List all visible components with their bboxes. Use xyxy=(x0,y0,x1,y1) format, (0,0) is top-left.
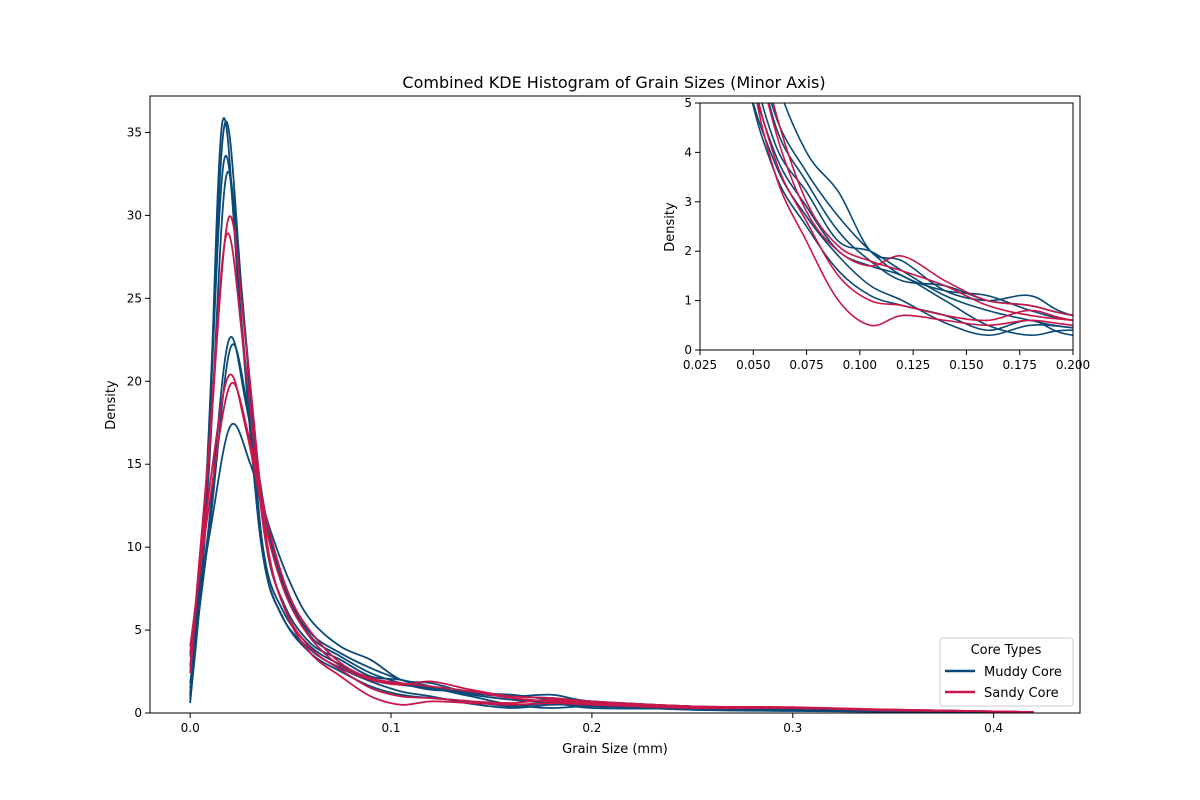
inset-x-tick-label-3: 0.100 xyxy=(843,358,877,372)
x-tick-label-2: 0.2 xyxy=(582,721,601,735)
inset-series-line-4 xyxy=(768,103,1073,317)
y-tick-label-4: 20 xyxy=(127,374,142,388)
legend-box xyxy=(939,637,1074,707)
y-tick-label-6: 30 xyxy=(127,208,142,222)
inset-x-tick-label-5: 0.150 xyxy=(949,358,983,372)
inset-plot-lines xyxy=(751,103,1073,336)
inset-y-tick-label-2: 2 xyxy=(684,244,692,258)
series-line-10 xyxy=(189,381,1034,713)
y-tick-label-3: 15 xyxy=(127,457,142,471)
inset-y-tick-label-5: 5 xyxy=(684,96,692,110)
inset-x-tick-label-6: 0.175 xyxy=(1003,358,1037,372)
inset-x-tick-label-1: 0.050 xyxy=(736,358,770,372)
inset-series-line-8 xyxy=(758,103,1073,322)
x-tick-label-4: 0.4 xyxy=(984,721,1003,735)
inset-x-tick-label-0: 0.025 xyxy=(683,358,717,372)
inset-series-line-9 xyxy=(767,103,1073,317)
inset-series-line-5 xyxy=(770,103,1073,322)
x-axis-label: Grain Size (mm) xyxy=(562,742,668,757)
inset-y-axis-label: Density xyxy=(663,202,678,252)
y-tick-label-2: 10 xyxy=(127,540,142,554)
inset-y-tick-label-4: 4 xyxy=(684,145,692,159)
y-axis-label: Density xyxy=(104,380,119,430)
inset-background xyxy=(700,103,1073,350)
chart-title: Combined KDE Histogram of Grain Sizes (M… xyxy=(402,73,825,92)
y-tick-label-7: 35 xyxy=(127,125,142,139)
inset-x-tick-label-4: 0.125 xyxy=(896,358,930,372)
main-plot-frame xyxy=(149,95,1081,714)
inset-y-tick-label-1: 1 xyxy=(684,294,692,308)
y-tick-label-5: 25 xyxy=(127,291,142,305)
inset-plot-frame xyxy=(699,102,1074,351)
inset-x-tick-label-7: 0.200 xyxy=(1056,358,1090,372)
inset-series-line-6 xyxy=(783,103,1073,317)
inset-series-line-7 xyxy=(756,103,1073,327)
inset-series-line-1 xyxy=(751,103,1073,336)
main-plot-lines xyxy=(189,117,1034,713)
inset-y-tick-label-0: 0 xyxy=(684,343,692,357)
inset-y-tick-label-3: 3 xyxy=(684,195,692,209)
inset-x-tick-label-2: 0.075 xyxy=(789,358,823,372)
inset-series-line-10 xyxy=(772,103,1073,322)
inset-axis-ticks: 0.025 0.050 0.075 0.100 0.125 0.150 0.175 0.200… xyxy=(683,96,1090,372)
inset-series-line-2 xyxy=(757,103,1073,336)
legend-label-muddy: Muddy Core xyxy=(984,665,1062,680)
inset-series-line-3 xyxy=(761,103,1073,329)
y-tick-label-0: 0 xyxy=(134,706,142,720)
legend-title: Core Types xyxy=(971,643,1042,658)
legend: Core Types Muddy Core Sandy Core xyxy=(939,637,1074,707)
x-tick-label-1: 0.1 xyxy=(381,721,400,735)
legend-label-sandy: Sandy Core xyxy=(984,686,1059,701)
x-tick-label-0: 0.0 xyxy=(181,721,200,735)
x-tick-label-3: 0.3 xyxy=(783,721,802,735)
y-tick-label-1: 5 xyxy=(134,623,142,637)
